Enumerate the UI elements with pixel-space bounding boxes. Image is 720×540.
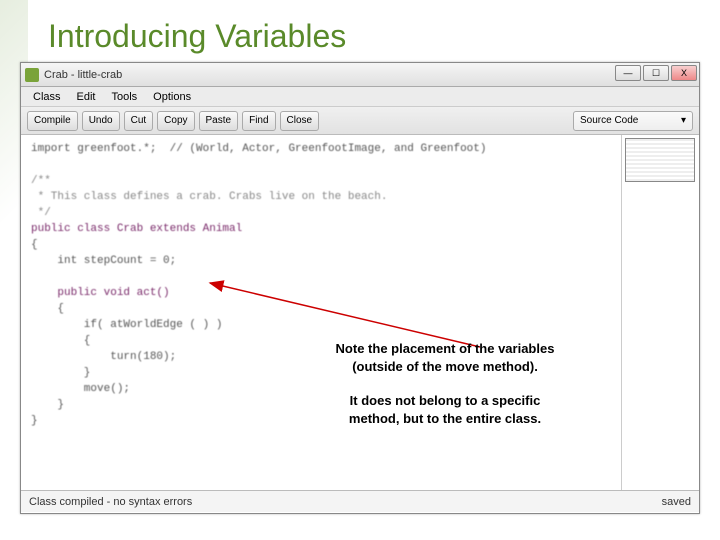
- paste-button[interactable]: Paste: [199, 111, 239, 131]
- minimize-button[interactable]: —: [615, 65, 641, 81]
- chevron-down-icon: ▾: [681, 112, 686, 130]
- code-line: * This class defines a crab. Crabs live …: [31, 189, 611, 205]
- cut-button[interactable]: Cut: [124, 111, 154, 131]
- source-view-select[interactable]: Source Code ▾: [573, 111, 693, 131]
- menu-class[interactable]: Class: [25, 89, 69, 105]
- statusbar: Class compiled - no syntax errors saved: [21, 490, 699, 512]
- toolbar: Compile Undo Cut Copy Paste Find Close S…: [21, 107, 699, 135]
- menu-tools[interactable]: Tools: [103, 89, 145, 105]
- slide-title: Introducing Variables: [0, 0, 720, 63]
- code-line: if( atWorldEdge ( ) ): [31, 317, 611, 333]
- menubar: Class Edit Tools Options: [21, 87, 699, 107]
- undo-button[interactable]: Undo: [82, 111, 120, 131]
- editor-area: import greenfoot.*; // (World, Actor, Gr…: [21, 135, 699, 490]
- source-view-label: Source Code: [580, 112, 638, 130]
- annotation-note-1: Note the placement of the variables (out…: [280, 340, 610, 375]
- close-tool-button[interactable]: Close: [280, 111, 320, 131]
- code-line: [31, 157, 611, 173]
- app-icon: [25, 68, 39, 82]
- status-left: Class compiled - no syntax errors: [29, 496, 192, 508]
- copy-button[interactable]: Copy: [157, 111, 194, 131]
- annotation-note-2: It does not belong to a specific method,…: [280, 392, 610, 427]
- window-controls: — ☐ X: [615, 65, 697, 81]
- code-line: import greenfoot.*; // (World, Actor, Gr…: [31, 141, 611, 157]
- close-button[interactable]: X: [671, 65, 697, 81]
- code-line: */: [31, 205, 611, 221]
- code-minimap: [621, 135, 699, 490]
- note2-line2: method, but to the entire class.: [280, 410, 610, 428]
- code-pane[interactable]: import greenfoot.*; // (World, Actor, Gr…: [21, 135, 621, 490]
- note1-line1: Note the placement of the variables: [280, 340, 610, 358]
- code-line: public class Crab extends Animal: [31, 221, 611, 237]
- note2-line1: It does not belong to a specific: [280, 392, 610, 410]
- titlebar: Crab - little-crab — ☐ X: [21, 63, 699, 87]
- code-line: public void act(): [31, 285, 611, 301]
- note1-line2: (outside of the move method).: [280, 358, 610, 376]
- menu-options[interactable]: Options: [145, 89, 199, 105]
- code-line: /**: [31, 173, 611, 189]
- code-line: {: [31, 237, 611, 253]
- code-line: [31, 269, 611, 285]
- status-right: saved: [662, 496, 691, 508]
- maximize-button[interactable]: ☐: [643, 65, 669, 81]
- menu-edit[interactable]: Edit: [69, 89, 104, 105]
- editor-window: Crab - little-crab — ☐ X Class Edit Tool…: [20, 62, 700, 514]
- code-line: {: [31, 301, 611, 317]
- code-line: int stepCount = 0;: [31, 253, 611, 269]
- minimap-preview[interactable]: [625, 138, 695, 182]
- find-button[interactable]: Find: [242, 111, 275, 131]
- window-title: Crab - little-crab: [44, 69, 122, 81]
- compile-button[interactable]: Compile: [27, 111, 78, 131]
